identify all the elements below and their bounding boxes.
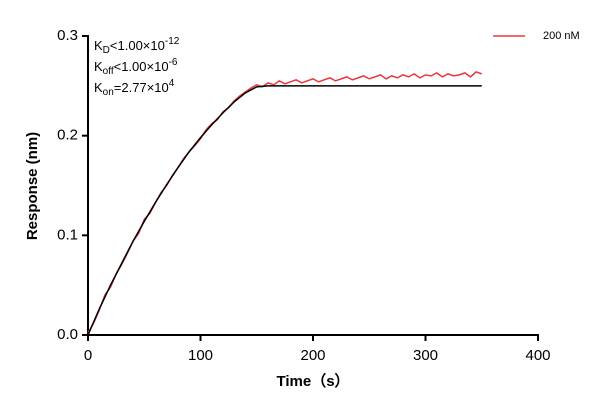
annotation-symbol: K bbox=[94, 38, 103, 53]
annotation: Koff<1.00×10-6 bbox=[94, 57, 178, 77]
annotation-subscript: D bbox=[103, 45, 110, 56]
y-axis-title: Response (nm) bbox=[24, 132, 41, 240]
annotation-text: <1.00×10 bbox=[110, 38, 165, 53]
y-tick-label: 0.0 bbox=[57, 326, 78, 343]
x-axis-title: Time（s） bbox=[276, 372, 349, 390]
annotation-symbol: K bbox=[94, 59, 103, 74]
annotation: KD<1.00×10-12 bbox=[94, 36, 180, 56]
y-tick-label: 0.1 bbox=[57, 226, 78, 243]
annotation-text: =2.77×10 bbox=[114, 80, 169, 95]
legend-label: 200 nM bbox=[543, 30, 580, 42]
x-tick-label: 400 bbox=[525, 347, 550, 364]
annotation-superscript: 4 bbox=[169, 78, 175, 89]
annotation-subscript: on bbox=[103, 87, 114, 98]
series-line bbox=[87, 85, 482, 336]
x-tick-label: 100 bbox=[188, 347, 213, 364]
annotation-superscript: -12 bbox=[165, 36, 180, 47]
x-tick-label: 0 bbox=[84, 347, 92, 364]
x-tick-label: 200 bbox=[300, 347, 325, 364]
annotation-text: <1.00×10 bbox=[114, 59, 169, 74]
x-tick-label: 300 bbox=[413, 347, 438, 364]
annotation-subscript: off bbox=[103, 66, 114, 77]
y-tick-label: 0.2 bbox=[57, 127, 78, 144]
annotation: Kon=2.77×104 bbox=[94, 78, 175, 98]
annotation-superscript: -6 bbox=[169, 57, 178, 68]
y-tick-label: 0.3 bbox=[57, 27, 78, 44]
series-line bbox=[87, 71, 483, 334]
annotation-symbol: K bbox=[94, 80, 103, 95]
